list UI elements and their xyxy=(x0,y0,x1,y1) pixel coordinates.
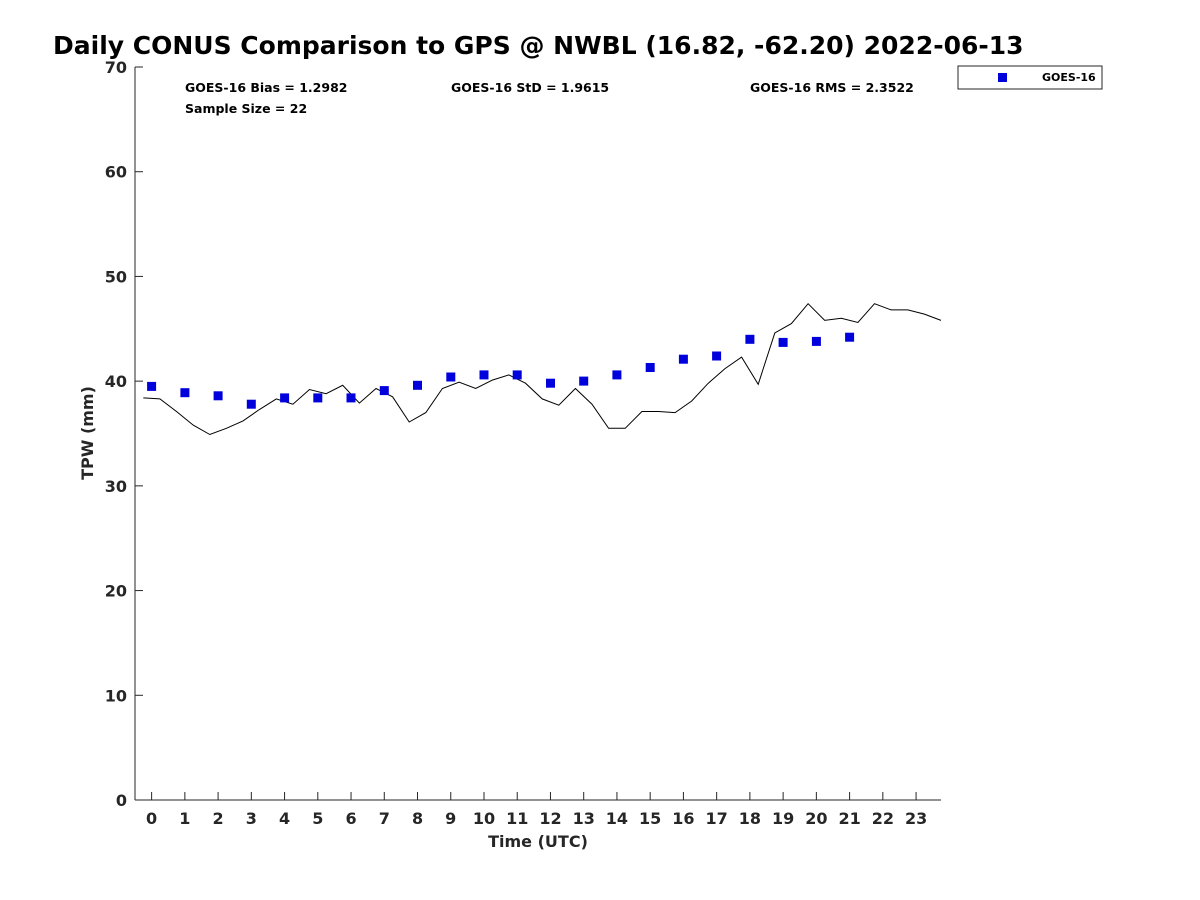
y-tick-label: 0 xyxy=(116,791,127,810)
goes16-point xyxy=(546,378,555,388)
y-tick-label: 20 xyxy=(105,582,127,601)
legend-box xyxy=(957,65,1103,90)
goes16-point xyxy=(845,332,855,342)
x-tick-label: 6 xyxy=(345,809,356,828)
x-axis-label: Time (UTC) xyxy=(488,832,588,851)
x-tick-label: 8 xyxy=(412,809,423,828)
x-tick-label: 18 xyxy=(739,809,761,828)
stat-bias: GOES-16 Bias = 1.2982 xyxy=(185,80,347,95)
x-tick-label: 3 xyxy=(246,809,257,828)
x-tick-label: 22 xyxy=(872,809,894,828)
y-tick-label: 70 xyxy=(105,58,127,77)
goes16-point xyxy=(579,376,589,386)
goes16-point xyxy=(280,393,290,403)
x-tick-label: 21 xyxy=(838,809,860,828)
goes16-point xyxy=(612,370,622,380)
goes16-point xyxy=(811,336,821,346)
x-tick-label: 0 xyxy=(146,809,157,828)
goes16-point xyxy=(413,380,422,390)
y-ticks: 0 10 20 30 40 50 60 70 xyxy=(105,58,143,810)
x-tick-label: 23 xyxy=(905,809,927,828)
chart-title: Daily CONUS Comparison to GPS @ NWBL (16… xyxy=(53,31,1024,60)
x-tick-label: 13 xyxy=(573,809,595,828)
x-tick-label: 15 xyxy=(639,809,661,828)
y-tick-label: 10 xyxy=(105,686,127,705)
gps-line-series xyxy=(143,302,942,436)
x-tick-label: 2 xyxy=(213,809,224,828)
goes16-point xyxy=(678,354,688,364)
x-ticks: 0 1 2 3 4 5 6 7 8 9 10 11 12 13 14 15 16 17 18 19 20 21 22 23 xyxy=(146,792,927,828)
goes16-point xyxy=(479,370,489,380)
goes16-point xyxy=(645,363,655,372)
x-tick-label: 11 xyxy=(506,809,528,828)
x-tick-label: 12 xyxy=(539,809,561,828)
y-tick-label: 30 xyxy=(105,477,127,496)
goes16-point xyxy=(346,393,356,403)
goes16-point xyxy=(147,381,157,391)
goes16-point xyxy=(446,372,456,382)
goes16-point xyxy=(246,399,256,409)
x-tick-label: 7 xyxy=(379,809,390,828)
legend-marker xyxy=(998,73,1007,82)
x-tick-label: 16 xyxy=(672,809,694,828)
y-tick-label: 60 xyxy=(105,163,127,182)
x-tick-label: 14 xyxy=(606,809,628,828)
legend-label-goes16: GOES-16 xyxy=(1042,71,1096,84)
x-tick-label: 17 xyxy=(706,809,728,828)
x-tick-label: 5 xyxy=(312,809,323,828)
goes16-point xyxy=(712,351,722,361)
goes16-point xyxy=(512,370,522,380)
x-tick-label: 4 xyxy=(279,809,290,828)
goes16-points xyxy=(147,332,855,409)
goes16-point xyxy=(778,337,788,347)
stat-rms: GOES-16 RMS = 2.3522 xyxy=(750,80,914,95)
y-axis-label: TPW (mm) xyxy=(78,386,97,480)
goes16-point xyxy=(379,386,389,396)
x-tick-label: 1 xyxy=(179,809,190,828)
x-tick-label: 9 xyxy=(445,809,456,828)
x-tick-label: 10 xyxy=(473,809,495,828)
legend: GOES-16 xyxy=(957,65,1103,90)
y-tick-label: 50 xyxy=(105,267,127,286)
goes16-point xyxy=(180,388,190,398)
goes16-point xyxy=(213,391,223,401)
stat-sample-size: Sample Size = 22 xyxy=(185,101,307,116)
stat-std: GOES-16 StD = 1.9615 xyxy=(451,80,609,95)
x-tick-label: 20 xyxy=(805,809,827,828)
gps-line xyxy=(143,302,942,436)
goes16-point xyxy=(313,393,323,403)
goes16-point xyxy=(745,334,755,344)
x-tick-label: 19 xyxy=(772,809,794,828)
y-tick-label: 40 xyxy=(105,372,127,391)
